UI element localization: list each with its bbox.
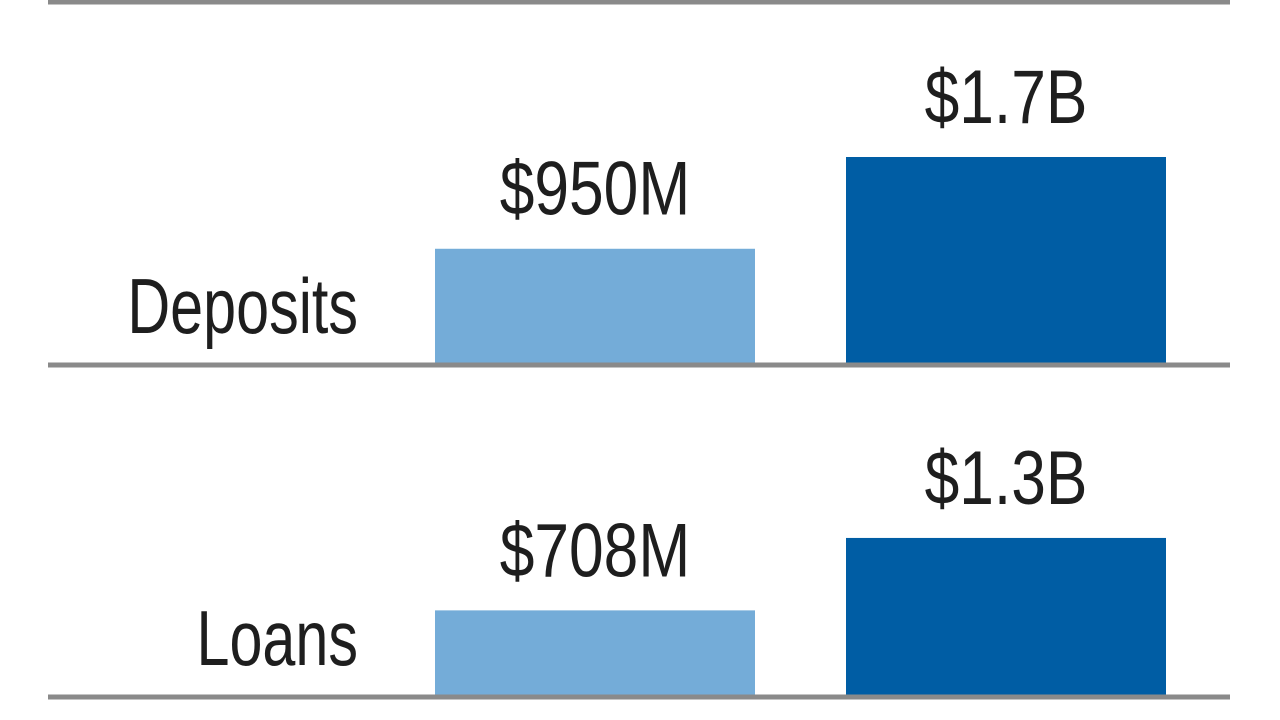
bar-deposits-2 <box>846 157 1166 365</box>
data-label-loans-1: $708M <box>500 507 691 592</box>
panel-deposits: $950M $1.7B Deposits <box>48 54 1230 368</box>
category-label-deposits: Deposits <box>127 262 358 350</box>
bar-loans-2 <box>846 537 1166 697</box>
chart-panels: $950M $1.7B Deposits $708M $1.3B Loans <box>48 54 1230 700</box>
category-label-loans: Loans <box>196 594 358 682</box>
panel-loans: $708M $1.3B Loans <box>48 435 1230 700</box>
bar-loans-1 <box>435 610 755 697</box>
data-label-deposits-1: $950M <box>500 146 691 231</box>
data-label-loans-2: $1.3B <box>925 435 1088 520</box>
data-label-deposits-2: $1.7B <box>925 54 1088 139</box>
bar-deposits-1 <box>435 248 755 365</box>
